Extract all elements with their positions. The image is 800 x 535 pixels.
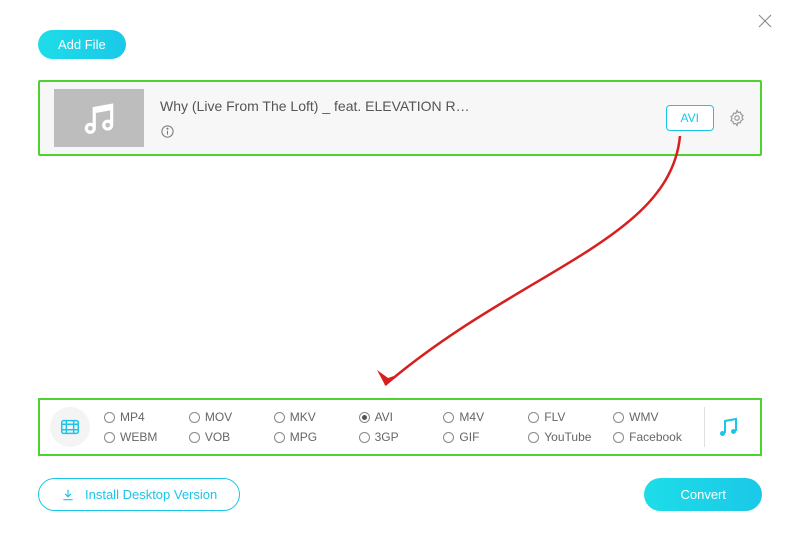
format-option-3gp[interactable]: 3GP (359, 430, 444, 444)
radio-icon (189, 412, 200, 423)
radio-icon (189, 432, 200, 443)
file-item-panel: Why (Live From The Loft) _ feat. ELEVATI… (38, 80, 762, 156)
install-desktop-label: Install Desktop Version (85, 487, 217, 502)
radio-icon (443, 412, 454, 423)
close-icon[interactable] (756, 12, 780, 36)
radio-icon (613, 412, 624, 423)
format-label: MKV (290, 410, 316, 424)
annotation-arrow (360, 130, 700, 410)
format-label: M4V (459, 410, 484, 424)
format-label: WEBM (120, 430, 157, 444)
radio-icon (443, 432, 454, 443)
format-option-youtube[interactable]: YouTube (528, 430, 613, 444)
radio-icon (104, 412, 115, 423)
format-label: Facebook (629, 430, 682, 444)
format-label: AVI (375, 410, 393, 424)
format-option-facebook[interactable]: Facebook (613, 430, 698, 444)
format-option-mov[interactable]: MOV (189, 410, 274, 424)
format-option-vob[interactable]: VOB (189, 430, 274, 444)
file-actions: AVI (666, 105, 746, 131)
format-label: MOV (205, 410, 232, 424)
format-option-wmv[interactable]: WMV (613, 410, 698, 424)
format-options-grid: MP4 MOV MKV AVI M4V FLV WMV WEBM VOB MPG 3GP GIF You… (90, 410, 704, 444)
formats-panel: MP4 MOV MKV AVI M4V FLV WMV WEBM VOB MPG 3GP GIF You… (38, 398, 762, 456)
radio-icon (274, 412, 285, 423)
format-option-mkv[interactable]: MKV (274, 410, 359, 424)
format-label: MP4 (120, 410, 145, 424)
format-option-gif[interactable]: GIF (443, 430, 528, 444)
radio-icon (104, 432, 115, 443)
gear-icon[interactable] (728, 109, 746, 127)
format-label: WMV (629, 410, 658, 424)
music-note-icon (80, 99, 118, 137)
radio-icon (528, 432, 539, 443)
file-info: Why (Live From The Loft) _ feat. ELEVATI… (144, 98, 666, 139)
audio-category-icon[interactable] (704, 407, 750, 447)
install-desktop-button[interactable]: Install Desktop Version (38, 478, 240, 511)
radio-icon (528, 412, 539, 423)
format-option-flv[interactable]: FLV (528, 410, 613, 424)
format-label: YouTube (544, 430, 591, 444)
video-category-icon[interactable] (50, 407, 90, 447)
radio-icon (274, 432, 285, 443)
format-option-avi[interactable]: AVI (359, 410, 444, 424)
info-icon[interactable] (160, 124, 175, 139)
radio-icon (359, 412, 370, 423)
convert-button[interactable]: Convert (644, 478, 762, 511)
add-file-button[interactable]: Add File (38, 30, 126, 59)
file-thumbnail (54, 89, 144, 147)
format-option-mp4[interactable]: MP4 (104, 410, 189, 424)
format-selector-button[interactable]: AVI (666, 105, 714, 131)
format-option-webm[interactable]: WEBM (104, 430, 189, 444)
format-label: MPG (290, 430, 317, 444)
radio-icon (613, 432, 624, 443)
format-label: 3GP (375, 430, 399, 444)
format-label: FLV (544, 410, 565, 424)
radio-icon (359, 432, 370, 443)
format-option-mpg[interactable]: MPG (274, 430, 359, 444)
download-icon (61, 488, 75, 502)
format-option-m4v[interactable]: M4V (443, 410, 528, 424)
file-title: Why (Live From The Loft) _ feat. ELEVATI… (160, 98, 666, 114)
format-label: GIF (459, 430, 479, 444)
format-label: VOB (205, 430, 230, 444)
